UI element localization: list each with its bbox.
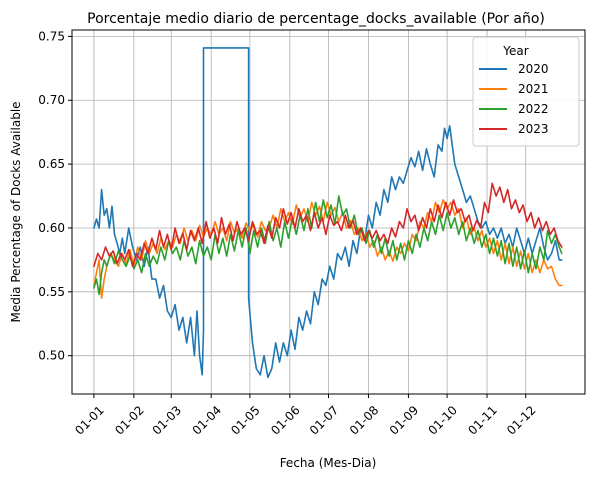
legend-items: 2020 2021 2022 2023 bbox=[479, 62, 549, 136]
y-tick-label: 0.75 bbox=[38, 29, 65, 43]
x-tick-label: 01-11 bbox=[465, 403, 500, 438]
legend-box bbox=[472, 36, 580, 147]
legend-label-2023: 2023 bbox=[518, 122, 549, 136]
series-line-2023 bbox=[93, 182, 563, 268]
y-tick-label: 0.55 bbox=[38, 285, 65, 299]
series-lines bbox=[93, 47, 563, 379]
x-tick-label: 01-12 bbox=[504, 403, 539, 438]
legend: Year 2020 2021 2022 2023 bbox=[472, 36, 580, 147]
y-tick-label: 0.70 bbox=[38, 93, 65, 107]
y-tick-label: 0.65 bbox=[38, 157, 65, 171]
x-tick-label: 01-10 bbox=[425, 403, 460, 438]
series-line-2020 bbox=[93, 47, 563, 379]
legend-label-2020: 2020 bbox=[518, 62, 549, 76]
x-tick-label: 01-06 bbox=[268, 403, 303, 438]
x-tick-label: 01-07 bbox=[307, 403, 342, 438]
x-tick-label: 01-01 bbox=[72, 403, 107, 438]
x-axis-label: Fecha (Mes-Dia) bbox=[280, 456, 377, 470]
x-tick-label: 01-05 bbox=[228, 403, 263, 438]
x-tick-label: 01-03 bbox=[150, 403, 185, 438]
legend-label-2021: 2021 bbox=[518, 82, 549, 96]
y-tick-label: 0.60 bbox=[38, 221, 65, 235]
x-tick-label: 01-02 bbox=[112, 403, 147, 438]
legend-title: Year bbox=[502, 44, 528, 58]
y-axis-label: Media Percentage of Docks Available bbox=[9, 101, 23, 322]
chart-title: Porcentaje medio diario de percentage_do… bbox=[87, 11, 545, 27]
x-tick-label: 01-08 bbox=[347, 403, 382, 438]
x-axis-ticks: 01-01 01-02 01-03 01-04 01-05 01-06 01-07 01-08… bbox=[72, 394, 539, 438]
y-axis-ticks: 0.50 0.55 0.60 0.65 0.70 0.75 bbox=[38, 29, 72, 363]
y-tick-label: 0.50 bbox=[38, 349, 65, 363]
x-tick-label: 01-09 bbox=[387, 403, 422, 438]
legend-label-2022: 2022 bbox=[518, 102, 549, 116]
series-line-2022 bbox=[93, 195, 563, 296]
x-tick-label: 01-04 bbox=[190, 403, 225, 438]
